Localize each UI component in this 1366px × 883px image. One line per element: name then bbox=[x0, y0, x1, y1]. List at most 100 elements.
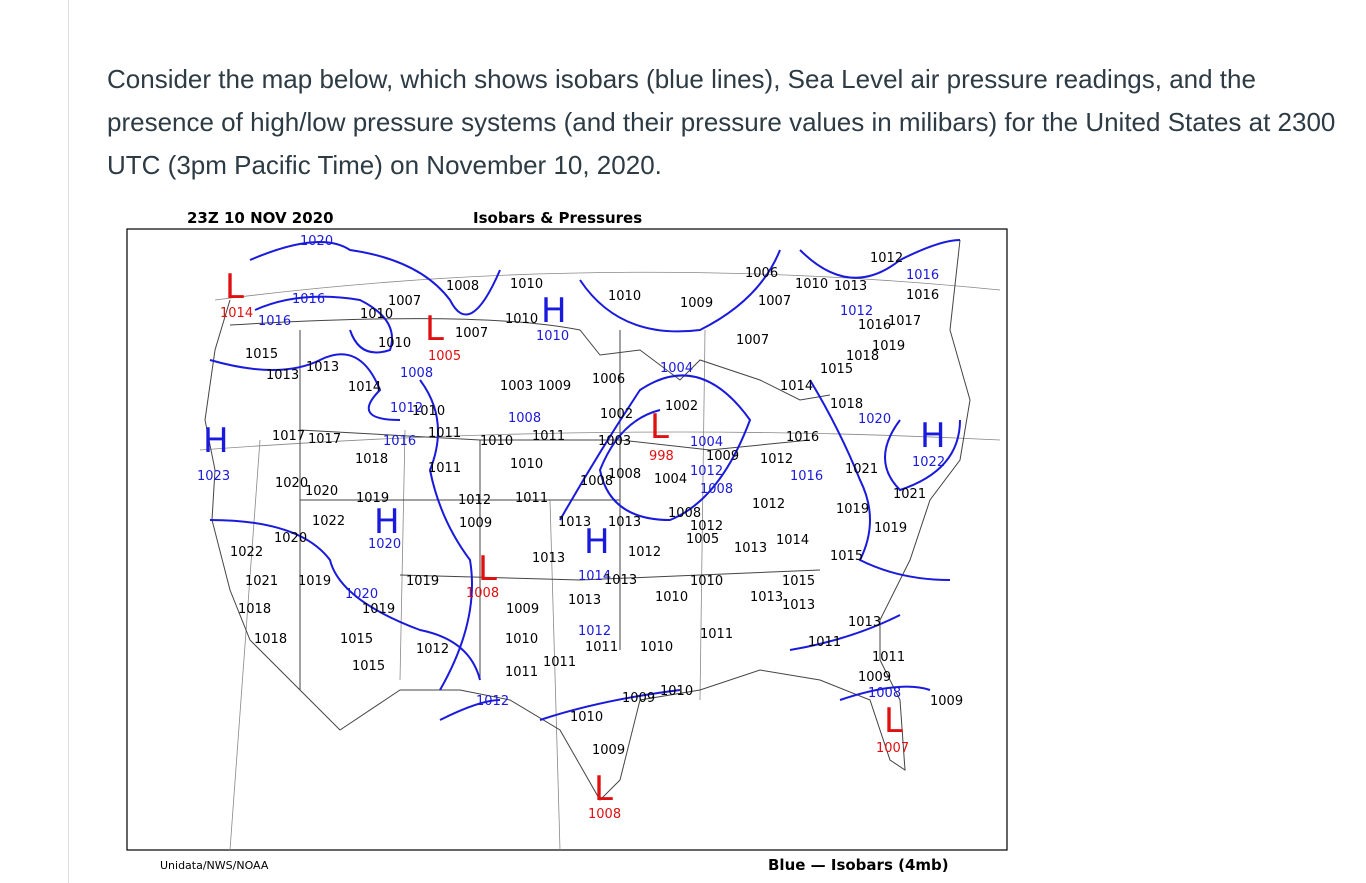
pressure-reading: 1006 bbox=[745, 266, 778, 281]
pressure-reading: 1009 bbox=[680, 296, 713, 311]
legend: Blue — Isobars (4mb) bbox=[768, 856, 949, 874]
pressure-reading: 1011 bbox=[505, 665, 538, 680]
system-symbol: L bbox=[425, 309, 444, 349]
pressure-reading: 1013 bbox=[608, 515, 641, 530]
pressure-reading: 1011 bbox=[428, 461, 461, 476]
pressure-reading: 1016 bbox=[786, 430, 819, 445]
pressure-reading: 1010 bbox=[480, 434, 513, 449]
pressure-reading: 1018 bbox=[238, 602, 271, 617]
pressure-reading: 1002 bbox=[600, 407, 633, 422]
isobar-label: 1004 bbox=[690, 435, 723, 450]
pressure-reading: 1010 bbox=[510, 277, 543, 292]
pressure-reading: 1006 bbox=[592, 372, 625, 387]
pressure-reading: 1020 bbox=[305, 484, 338, 499]
pressure-reading: 1003 bbox=[598, 434, 631, 449]
pressure-reading: 1007 bbox=[758, 294, 791, 309]
pressure-reading: 1021 bbox=[893, 487, 926, 502]
pressure-reading: 1019 bbox=[874, 521, 907, 536]
pressure-reading: 1011 bbox=[872, 650, 905, 665]
pressure-reading: 1022 bbox=[312, 514, 345, 529]
pressure-reading: 1020 bbox=[275, 476, 308, 491]
pressure-reading: 1011 bbox=[700, 627, 733, 642]
pressure-reading: 1010 bbox=[690, 574, 723, 589]
isobar-label: 1012 bbox=[690, 464, 723, 479]
pressure-reading: 1019 bbox=[406, 574, 439, 589]
pressure-reading: 1009 bbox=[858, 670, 891, 685]
pressure-reading: 1002 bbox=[665, 399, 698, 414]
pressure-reading: 1019 bbox=[872, 339, 905, 354]
pressure-reading: 1013 bbox=[834, 279, 867, 294]
pressure-reading: 1009 bbox=[622, 691, 655, 706]
isobar-label: 1008 bbox=[700, 482, 733, 497]
system-value: 1014 bbox=[578, 569, 611, 584]
pressure-reading: 1008 bbox=[608, 467, 641, 482]
pressure-reading: 1022 bbox=[230, 545, 263, 560]
pressure-reading: 1010 bbox=[608, 289, 641, 304]
pressure-reading: 1013 bbox=[750, 590, 783, 605]
pressure-reading: 1010 bbox=[505, 632, 538, 647]
pressure-reading: 1011 bbox=[532, 429, 565, 444]
pressure-reading: 1013 bbox=[604, 573, 637, 588]
pressure-reading: 1013 bbox=[568, 593, 601, 608]
pressure-reading: 1008 bbox=[446, 279, 479, 294]
pressure-reading: 1010 bbox=[660, 684, 693, 699]
pressure-reading: 1015 bbox=[830, 549, 863, 564]
pressure-reading: 1010 bbox=[360, 307, 393, 322]
pressure-reading: 1007 bbox=[388, 294, 421, 309]
pressure-reading: 1018 bbox=[254, 632, 287, 647]
system-symbol: L bbox=[225, 267, 244, 307]
pressure-reading: 1009 bbox=[706, 449, 739, 464]
system-symbol: H bbox=[541, 291, 567, 331]
system-value: 1005 bbox=[428, 349, 461, 364]
isobar-label: 1020 bbox=[345, 587, 378, 602]
pressure-reading: 1013 bbox=[558, 515, 591, 530]
system-symbol: L bbox=[650, 407, 669, 447]
pressure-reading: 1013 bbox=[266, 368, 299, 383]
pressure-reading: 1012 bbox=[690, 519, 723, 534]
pressure-reading: 1017 bbox=[272, 429, 305, 444]
pressure-reading: 1009 bbox=[538, 379, 571, 394]
divider bbox=[68, 0, 69, 883]
pressure-reading: 1012 bbox=[870, 251, 903, 266]
geography bbox=[204, 239, 971, 801]
pressure-reading: 1012 bbox=[752, 497, 785, 512]
pressure-reading: 1010 bbox=[510, 457, 543, 472]
pressure-reading: 1019 bbox=[362, 602, 395, 617]
pressure-reading: 1008 bbox=[668, 506, 701, 521]
isobar-label: 1012 bbox=[390, 401, 423, 416]
system-value: 1022 bbox=[912, 455, 945, 470]
pressure-reading: 1015 bbox=[820, 362, 853, 377]
pressure-reading: 1015 bbox=[340, 632, 373, 647]
isobars bbox=[209, 239, 961, 721]
pressure-reading: 1019 bbox=[836, 502, 869, 517]
pressure-reading: 1007 bbox=[455, 326, 488, 341]
pressure-reading: 1010 bbox=[640, 640, 673, 655]
system-value: 1008 bbox=[588, 807, 621, 822]
isobar-label: 1008 bbox=[868, 686, 901, 701]
system-symbol: H bbox=[920, 416, 946, 456]
pressure-reading: 1010 bbox=[505, 312, 538, 327]
pressure-reading: 1015 bbox=[352, 659, 385, 674]
isobar-label: 1008 bbox=[400, 366, 433, 381]
isobar-label: 1020 bbox=[858, 412, 891, 427]
pressure-reading: 1014 bbox=[776, 533, 809, 548]
pressure-reading: 1011 bbox=[808, 635, 841, 650]
isobar-label: 1012 bbox=[578, 624, 611, 639]
isobar-label: 1008 bbox=[508, 411, 541, 426]
isobar-label: 1016 bbox=[258, 314, 291, 329]
graticule bbox=[199, 271, 1001, 851]
pressure-reading: 1009 bbox=[930, 694, 963, 709]
pressure-reading: 1009 bbox=[506, 602, 539, 617]
pressure-reading: 1010 bbox=[795, 277, 828, 292]
pressure-reading: 1010 bbox=[378, 336, 411, 351]
credit: Unidata/NWS/NOAA bbox=[160, 859, 269, 872]
map-time: 23Z 10 NOV 2020 bbox=[187, 209, 334, 227]
pressure-reading: 1015 bbox=[782, 574, 815, 589]
isobar-label: 1020 bbox=[300, 234, 333, 249]
pressure-reading: 1007 bbox=[736, 333, 769, 348]
pressure-reading: 1014 bbox=[348, 380, 381, 395]
isobar-label: 1012 bbox=[476, 694, 509, 709]
isobar-label: 1016 bbox=[383, 434, 416, 449]
